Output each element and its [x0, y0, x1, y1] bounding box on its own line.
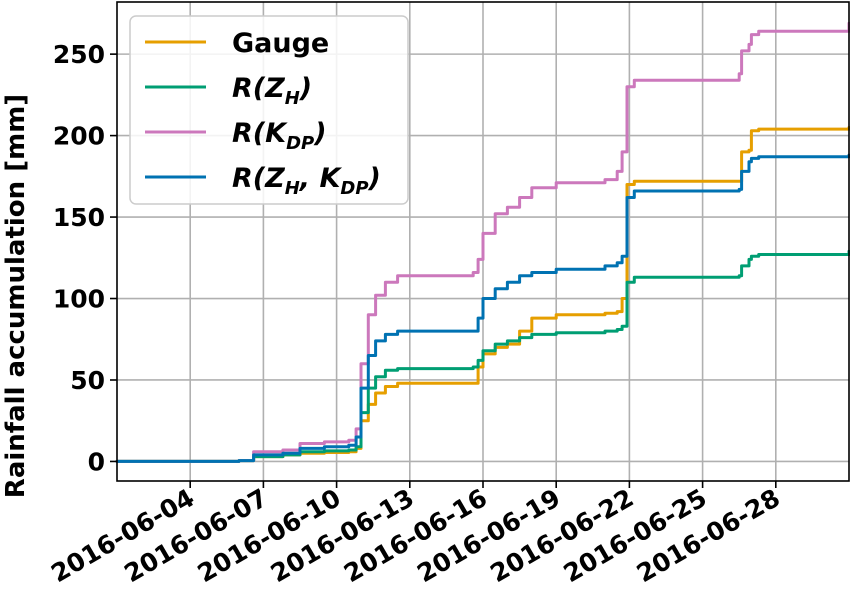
legend-label: R(ZH, KDP)	[232, 163, 381, 199]
y-tick-label: 100	[53, 285, 105, 314]
y-tick-label: 150	[53, 203, 105, 232]
y-tick-label: 200	[53, 122, 105, 151]
y-tick-label: 250	[53, 40, 105, 69]
y-axis-title: Rainfall accumulation [mm]	[1, 94, 31, 498]
legend: Gauge R(ZH) R(KDP) R(ZH, KDP)	[129, 15, 409, 205]
x-tick-labels: 2016-06-042016-06-072016-06-102016-06-13…	[46, 483, 785, 588]
legend-box	[129, 15, 409, 205]
series-line-3	[115, 153, 850, 463]
tick-marks	[110, 53, 777, 488]
series-lines	[115, 21, 850, 463]
y-tick-label: 0	[88, 447, 105, 476]
legend-label: R(ZH)	[232, 73, 312, 109]
legend-label: R(KDP)	[232, 118, 327, 154]
y-tick-labels: 0 50 100 150 200 250	[53, 40, 105, 476]
legend-label: Gauge	[232, 28, 329, 59]
series-line-1	[115, 249, 850, 463]
y-tick-label: 50	[70, 366, 105, 395]
series-line-2	[115, 21, 850, 463]
